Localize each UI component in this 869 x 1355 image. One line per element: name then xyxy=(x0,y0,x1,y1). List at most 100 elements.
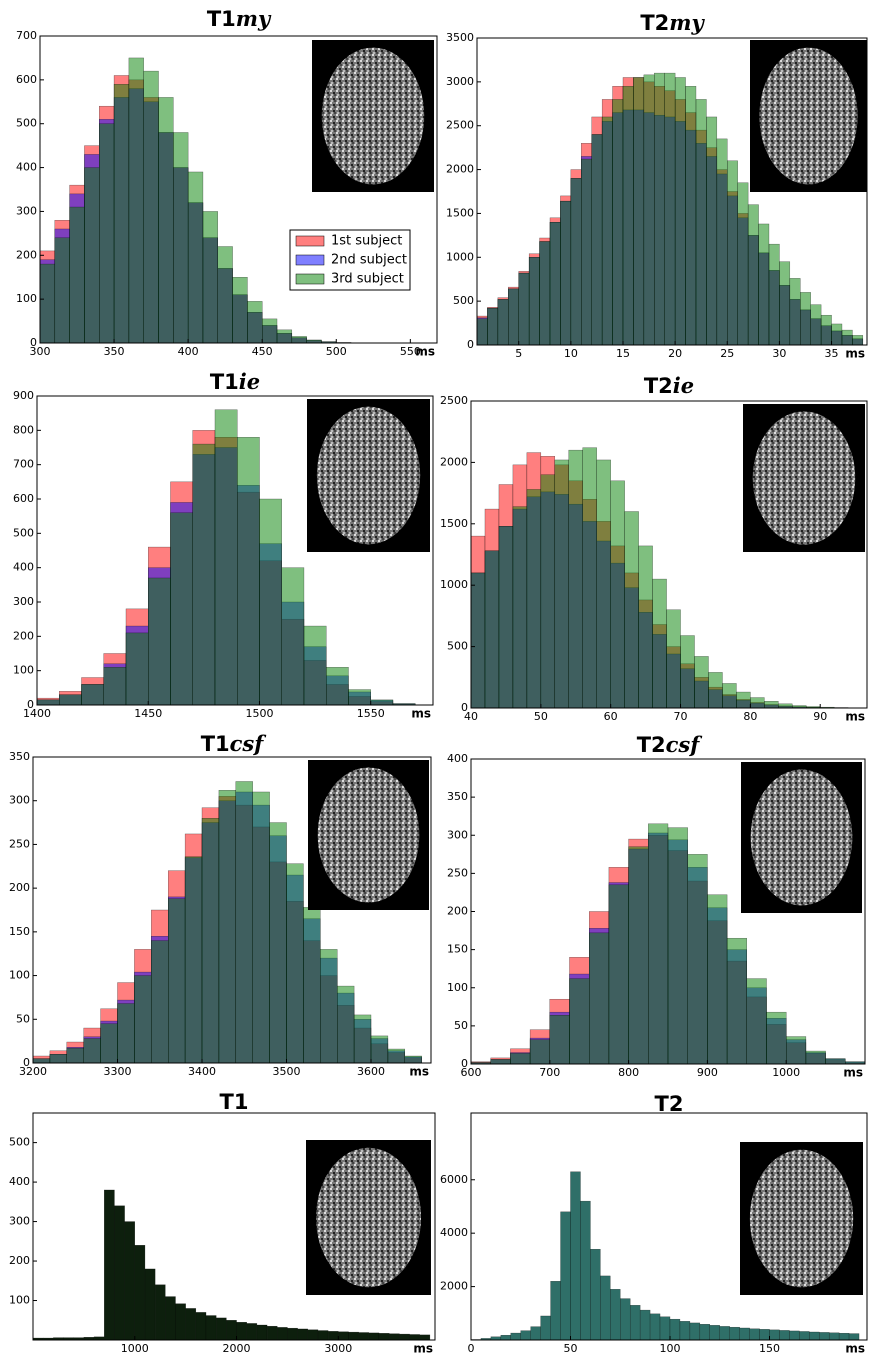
inset-brain xyxy=(316,406,421,545)
bar xyxy=(184,856,203,1064)
bar xyxy=(638,545,653,709)
x-axis-label: ms xyxy=(845,1342,865,1355)
bar xyxy=(266,1325,278,1341)
y-tick-label: 200 xyxy=(9,1254,30,1267)
y-tick-label: 500 xyxy=(447,640,468,653)
bar xyxy=(689,1322,701,1341)
y-tick-label: 0 xyxy=(461,701,468,714)
bar xyxy=(187,171,204,344)
bar xyxy=(158,97,174,344)
bar xyxy=(520,1330,531,1341)
bar xyxy=(648,823,669,1065)
y-tick-label: 500 xyxy=(453,294,474,307)
bar xyxy=(269,822,287,1064)
x-axis-label: ms xyxy=(415,345,435,359)
y-tick-label: 50 xyxy=(454,1019,468,1032)
bar xyxy=(508,288,519,346)
x-tick-label: 500 xyxy=(326,345,347,358)
bar xyxy=(151,940,169,1064)
bar xyxy=(291,336,307,344)
chart-title: T2 xyxy=(655,1092,684,1116)
y-tick-label: 300 xyxy=(447,828,468,841)
y-tick-label: 250 xyxy=(9,837,30,850)
bar xyxy=(490,1059,511,1065)
bar xyxy=(554,459,569,709)
y-tick-label: 50 xyxy=(16,1012,30,1025)
bar xyxy=(560,1211,571,1341)
bar xyxy=(262,318,278,344)
bar xyxy=(49,1054,68,1064)
bar xyxy=(252,791,270,1064)
bar xyxy=(348,1331,359,1341)
bar xyxy=(769,1329,780,1341)
x-tick-label: 600 xyxy=(461,1066,482,1079)
legend-swatch xyxy=(295,235,325,247)
bar xyxy=(747,204,759,346)
bar xyxy=(706,116,718,346)
bar xyxy=(217,246,233,344)
title-main: T2 xyxy=(637,733,666,757)
x-tick-label: 550 xyxy=(400,345,421,358)
bar xyxy=(528,257,540,346)
bar xyxy=(596,459,611,709)
bar xyxy=(320,949,338,1064)
bar xyxy=(148,577,171,706)
bar xyxy=(256,1324,268,1341)
y-tick-label: 250 xyxy=(447,866,468,879)
y-tick-label: 100 xyxy=(447,981,468,994)
chart-title: T1my xyxy=(207,6,272,32)
legend-label: 2nd subject xyxy=(331,253,407,268)
bar xyxy=(779,261,791,346)
y-tick-label: 2000 xyxy=(446,163,474,176)
series xyxy=(476,72,864,346)
bar xyxy=(387,1048,406,1064)
bar xyxy=(709,1325,720,1341)
bar xyxy=(326,667,349,706)
x-axis-label: ms xyxy=(845,347,865,361)
y-tick-label: 0 xyxy=(461,1057,468,1070)
bar xyxy=(175,1303,186,1341)
y-tick-label: 100 xyxy=(13,664,34,677)
bar xyxy=(83,1038,101,1064)
legend-label: 3rd subject xyxy=(331,272,404,287)
bar xyxy=(530,1326,541,1341)
bar xyxy=(103,667,127,706)
x-tick-label: 70 xyxy=(674,710,688,723)
bar xyxy=(540,1315,551,1341)
x-tick-label: 300 xyxy=(30,345,51,358)
bar xyxy=(215,1317,227,1341)
y-tick-label: 2500 xyxy=(446,119,474,132)
bar xyxy=(737,182,749,346)
x-axis-label: ms xyxy=(411,707,431,721)
bar xyxy=(582,447,597,709)
bar xyxy=(749,1328,760,1341)
title-main: T1 xyxy=(210,370,239,394)
bar xyxy=(750,697,765,709)
chart-title: T2ie xyxy=(644,373,694,399)
bar xyxy=(195,1312,207,1341)
inset-brain xyxy=(321,47,425,185)
bar xyxy=(590,1248,601,1341)
x-tick-label: 1000 xyxy=(121,1342,149,1355)
axes-frame xyxy=(39,35,438,344)
bar xyxy=(303,625,327,706)
bar xyxy=(476,318,488,346)
bar xyxy=(649,1313,661,1341)
y-tick-label: 150 xyxy=(9,925,30,938)
inset-brain xyxy=(749,1149,854,1288)
title-suffix: my xyxy=(236,6,272,31)
title-suffix: csf xyxy=(666,732,704,757)
bar xyxy=(707,894,728,1065)
y-tick-label: 200 xyxy=(9,881,30,894)
bar xyxy=(799,1331,810,1341)
bar xyxy=(114,1205,125,1341)
bar xyxy=(66,1047,84,1064)
bar xyxy=(59,694,82,706)
series xyxy=(32,781,422,1064)
y-tick-label: 2000 xyxy=(440,1280,468,1293)
bar xyxy=(529,1039,550,1065)
bar xyxy=(192,443,216,706)
bar xyxy=(277,1327,288,1341)
y-tick-label: 1500 xyxy=(440,517,468,530)
bar xyxy=(134,975,152,1064)
